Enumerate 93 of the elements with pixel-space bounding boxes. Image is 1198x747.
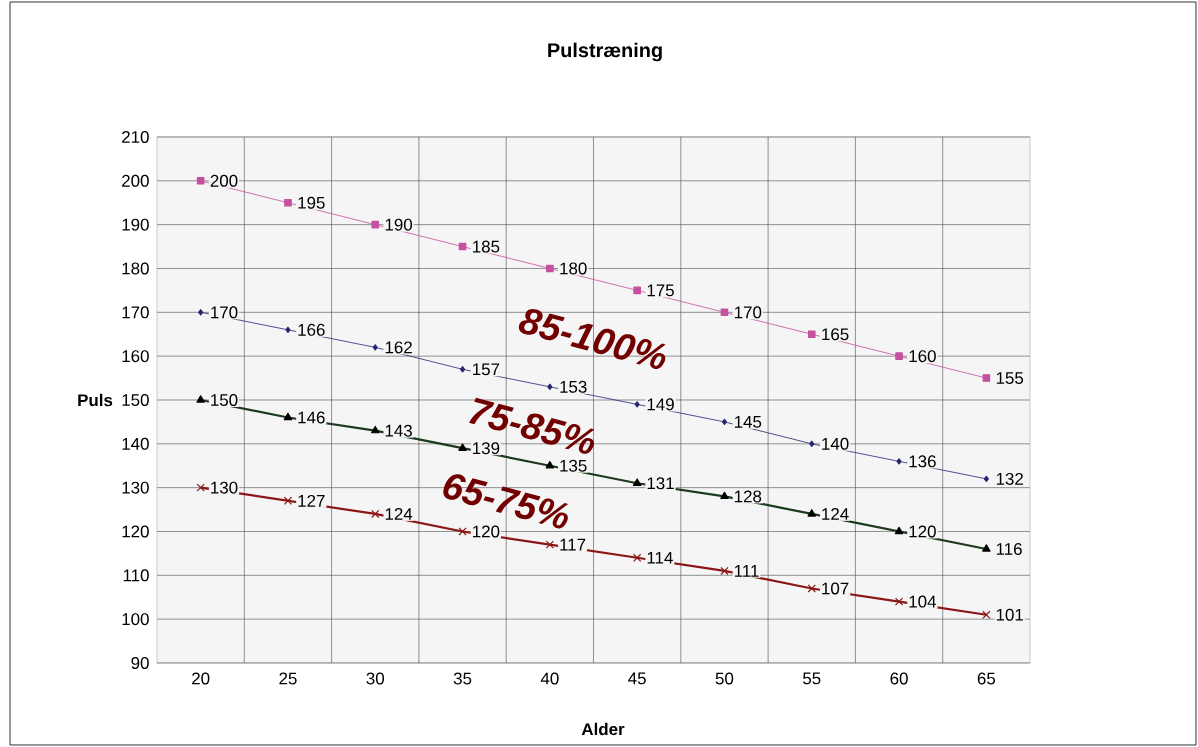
point	[982, 374, 991, 382]
y-tick-label: 200	[122, 174, 149, 187]
data-label: 200	[210, 174, 238, 187]
data-label: 175	[647, 284, 674, 297]
data-label: 165	[822, 328, 849, 341]
x-axis-title: Alder	[581, 722, 625, 736]
y-tick-label: 170	[122, 306, 149, 319]
data-label: 153	[560, 380, 587, 393]
x-tick-label: 20	[192, 672, 210, 685]
y-tick-label: 100	[122, 613, 149, 626]
data-label: 149	[647, 398, 674, 411]
data-label: 146	[298, 411, 325, 424]
data-label: 157	[473, 363, 500, 376]
point	[894, 597, 904, 606]
data-label: 155	[996, 372, 1024, 384]
y-tick-label: 140	[122, 437, 149, 450]
data-label: 107	[822, 582, 849, 595]
data-label: 117	[560, 538, 586, 551]
x-tick-label: 60	[890, 672, 908, 685]
y-axis-title: Puls	[78, 393, 113, 407]
x-tick-label: 45	[628, 672, 646, 685]
data-label: 180	[560, 262, 587, 275]
point	[285, 326, 291, 334]
point	[982, 610, 991, 619]
data-label: 120	[909, 525, 936, 538]
point	[546, 264, 554, 273]
point	[807, 330, 816, 339]
y-tick-label: 120	[122, 525, 149, 538]
point	[283, 496, 293, 505]
point	[545, 540, 554, 549]
point	[196, 177, 205, 185]
data-label: 170	[211, 306, 238, 319]
y-tick-label: 90	[131, 656, 149, 669]
data-label: 101	[996, 608, 1023, 621]
data-label: 140	[822, 437, 849, 450]
point	[284, 198, 292, 207]
y-tick-label: 160	[122, 350, 149, 363]
data-label: 116	[996, 543, 1022, 556]
point	[809, 440, 815, 448]
point	[371, 220, 380, 229]
data-label: 104	[909, 595, 937, 608]
point	[547, 383, 553, 391]
data-label: 132	[996, 472, 1023, 485]
point	[371, 509, 380, 519]
y-tick-label: 210	[122, 130, 149, 143]
data-label: 185	[473, 240, 500, 253]
annotation: 85-100%	[518, 308, 666, 369]
data-label: 195	[298, 196, 325, 209]
x-tick-label: 30	[366, 672, 385, 685]
y-tick-label: 180	[122, 262, 149, 275]
x-tick-label: 35	[453, 672, 472, 685]
point	[196, 483, 205, 492]
data-label: 162	[385, 341, 412, 354]
x-tick-label: 40	[540, 672, 559, 685]
point	[634, 401, 640, 408]
point	[372, 344, 378, 351]
point	[720, 566, 729, 576]
data-label: 160	[909, 350, 936, 363]
point	[198, 309, 204, 316]
x-tick-label: 50	[715, 672, 734, 685]
point	[720, 308, 729, 317]
y-tick-label: 130	[122, 481, 149, 494]
y-tick-label: 110	[123, 569, 149, 582]
data-label: 124	[822, 508, 849, 520]
data-label: 135	[560, 459, 587, 472]
data-label: 111	[734, 565, 759, 577]
point	[633, 553, 642, 562]
data-label: 128	[734, 490, 762, 503]
y-tick-label: 150	[122, 393, 149, 406]
data-label: 131	[647, 477, 674, 490]
x-tick-label: 25	[279, 672, 297, 685]
y-tick-label: 190	[122, 218, 149, 231]
point	[721, 418, 728, 426]
x-tick-label: 65	[977, 672, 996, 685]
data-label: 130	[211, 481, 238, 494]
point	[895, 352, 903, 360]
point	[633, 286, 641, 295]
point	[807, 584, 816, 593]
point	[460, 366, 466, 373]
data-label: 127	[298, 494, 325, 507]
data-label: 145	[734, 415, 762, 428]
point	[896, 458, 902, 465]
chart-title: Pulstræning	[548, 42, 662, 62]
data-label: 166	[298, 323, 325, 336]
data-label: 150	[211, 393, 238, 406]
data-label: 114	[647, 551, 673, 564]
data-label: 143	[385, 424, 412, 437]
data-label: 190	[385, 218, 413, 231]
point	[983, 475, 989, 483]
data-label: 124	[385, 508, 413, 520]
data-label: 170	[734, 306, 762, 319]
data-label: 136	[909, 455, 936, 468]
x-tick-label: 55	[803, 672, 821, 685]
